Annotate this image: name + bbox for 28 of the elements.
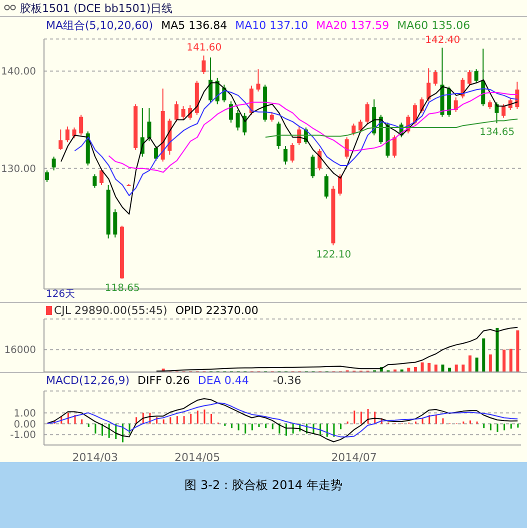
- legend-label: CJL 29890.00(55:45): [53, 304, 168, 317]
- text: MA5 136.84: [161, 18, 228, 33]
- text: -0.36: [272, 374, 302, 387]
- annotation: 122.10: [316, 249, 352, 260]
- x-tick-label: 2014/05: [174, 450, 220, 464]
- text: OPID 22370.00: [175, 304, 258, 317]
- chart-title: 胶板1501 (DCE bb1501)日线: [20, 1, 173, 16]
- text: MA10 137.10: [235, 18, 308, 33]
- y-tick-label: 0.00: [14, 419, 36, 430]
- text: MA20 137.59: [316, 18, 390, 33]
- x-tick-label: 2014/07: [331, 450, 377, 464]
- y-tick-label: 130.00: [1, 164, 36, 175]
- annotation: 141.60: [186, 42, 222, 54]
- y-tick-label: -1.00: [10, 430, 36, 442]
- text: MA60 135.06: [397, 18, 470, 33]
- legend-title: MA组合(5,10,20,60): [46, 18, 154, 33]
- x-tick-label: 2014/03: [72, 450, 118, 464]
- annotation: 118.65: [104, 282, 140, 294]
- annotation: 134.65: [480, 127, 515, 138]
- y-tick-label: 1.00: [14, 408, 36, 420]
- series-label: DIFF 0.26: [138, 374, 190, 387]
- legend-title: MACD(12,26,9): [46, 374, 130, 387]
- series-label: DEA 0.44: [198, 374, 249, 387]
- annotation: 142.40: [425, 34, 460, 46]
- text: 126天: [46, 288, 76, 301]
- y-tick-label: 140.00: [1, 66, 36, 78]
- caption: 图 3-2：胶合板 2014 年走势: [184, 477, 344, 494]
- y-tick-label: 16000: [4, 345, 36, 356]
